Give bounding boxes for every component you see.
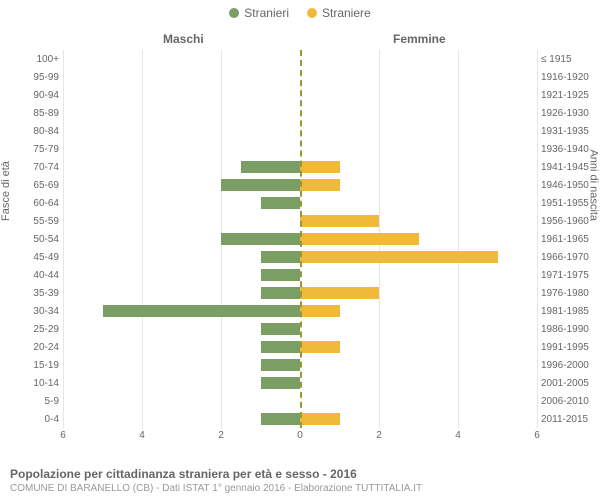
age-label: 25-29 [33,324,63,335]
age-label: 50-54 [33,234,63,245]
birth-year-label: 1991-1995 [537,342,589,353]
birth-year-label: 1946-1950 [537,180,589,191]
bar-male [261,287,301,299]
y-axis-title-right: Anni di nascita [588,149,600,221]
x-tick: 2 [218,430,224,441]
section-label-female: Femmine [393,32,446,46]
bar-male [261,413,301,425]
x-tick: 6 [60,430,66,441]
footer: Popolazione per cittadinanza straniera p… [10,467,590,494]
x-tick: 4 [139,430,145,441]
birth-year-label: 1926-1930 [537,108,589,119]
age-label: 90-94 [33,90,63,101]
legend-item-female: Straniere [307,6,371,20]
age-label: 100+ [36,54,63,65]
bar-female [300,251,498,263]
birth-year-label: 2011-2015 [537,414,588,425]
birth-year-label: 1931-1935 [537,126,589,137]
x-tick: 4 [455,430,461,441]
age-label: 80-84 [33,126,63,137]
age-label: 30-34 [33,306,63,317]
chart-title: Popolazione per cittadinanza straniera p… [10,467,590,481]
age-label: 20-24 [33,342,63,353]
birth-year-label: 1936-1940 [537,144,589,155]
legend-item-male: Stranieri [229,6,289,20]
birth-year-label: 1981-1985 [537,306,589,317]
bar-male [221,233,300,245]
age-label: 55-59 [33,216,63,227]
age-label: 65-69 [33,180,63,191]
y-axis-title-left: Fasce di età [0,161,12,221]
bar-male [261,341,301,353]
birth-year-label: 2006-2010 [537,396,589,407]
bar-male [103,305,301,317]
plot-area: Maschi Femmine 100+≤ 191595-991916-19209… [63,30,537,430]
birth-year-label: 1961-1965 [537,234,589,245]
female-swatch [307,8,317,18]
chart-subtitle: COMUNE DI BARANELLO (CB) - Dati ISTAT 1°… [10,483,590,494]
bar-female [300,287,379,299]
x-tick: 6 [534,430,540,441]
age-label: 40-44 [33,270,63,281]
bar-male [261,251,301,263]
birth-year-label: 1986-1990 [537,324,589,335]
age-label: 60-64 [33,198,63,209]
birth-year-label: 1966-1970 [537,252,589,263]
bar-male [261,269,301,281]
bar-female [300,179,340,191]
birth-year-label: ≤ 1915 [537,54,572,65]
x-tick: 0 [297,430,303,441]
birth-year-label: 1996-2000 [537,360,589,371]
birth-year-label: 1921-1925 [537,90,589,101]
age-label: 35-39 [33,288,63,299]
birth-year-label: 1971-1975 [537,270,589,281]
birth-year-label: 1916-1920 [537,72,589,83]
bar-female [300,341,340,353]
age-label: 5-9 [45,396,63,407]
bar-female [300,305,340,317]
bar-male [261,359,301,371]
section-label-male: Maschi [163,32,204,46]
male-swatch [229,8,239,18]
bar-female [300,215,379,227]
legend: Stranieri Straniere [0,0,600,20]
bar-male [241,161,300,173]
center-line [300,50,302,428]
x-axis: 6 4 2 0 2 4 6 [63,430,537,444]
bar-female [300,413,340,425]
bar-male [261,197,301,209]
bar-female [300,233,419,245]
age-label: 15-19 [33,360,63,371]
birth-year-label: 1941-1945 [537,162,589,173]
birth-year-label: 1951-1955 [537,198,589,209]
bar-male [221,179,300,191]
age-label: 0-4 [45,414,63,425]
bar-male [261,323,301,335]
age-label: 95-99 [33,72,63,83]
bar-male [261,377,301,389]
x-tick: 2 [376,430,382,441]
legend-female-label: Straniere [322,6,371,20]
birth-year-label: 2001-2005 [537,378,589,389]
age-label: 70-74 [33,162,63,173]
age-label: 45-49 [33,252,63,263]
birth-year-label: 1956-1960 [537,216,589,227]
age-label: 10-14 [33,378,63,389]
age-label: 85-89 [33,108,63,119]
bar-female [300,161,340,173]
legend-male-label: Stranieri [244,6,289,20]
birth-year-label: 1976-1980 [537,288,589,299]
age-label: 75-79 [33,144,63,155]
